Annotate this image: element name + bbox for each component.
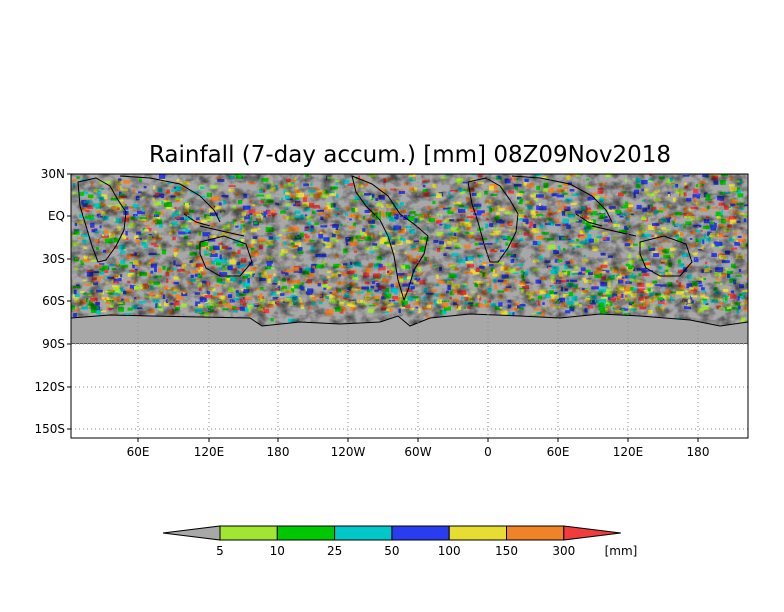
- antarctica: [71, 313, 748, 344]
- x-tick-label: 60W: [404, 445, 431, 459]
- coastline-0: [77, 177, 127, 263]
- rain-cell: [462, 171, 465, 174]
- colorbar-segment: [391, 525, 450, 541]
- colorbar-segment: [506, 525, 565, 541]
- chart-title: Rainfall (7-day accum.) [mm] 08Z09Nov201…: [149, 142, 671, 168]
- coastline-3: [351, 175, 429, 302]
- coastline-1: [119, 175, 245, 237]
- coastline-2: [199, 235, 253, 277]
- colorbar-unit: [mm]: [605, 544, 638, 558]
- colorbar-segment: [276, 525, 336, 541]
- x-axis-ticks: 60E 120E 180 120W 60W 0 60E 120E 180: [127, 438, 710, 459]
- x-tick-label: 120E: [194, 445, 225, 459]
- colorbar-level-label: 25: [327, 544, 342, 558]
- y-tick-label: 120S: [34, 380, 65, 394]
- coastlines: [77, 175, 693, 302]
- x-tick-label: 120W: [331, 445, 366, 459]
- y-tick-label: 30N: [41, 167, 65, 181]
- plot-frame: [70, 173, 749, 439]
- x-tick-label: 60E: [127, 445, 150, 459]
- y-tick-label: 30S: [42, 252, 65, 266]
- x-tick-label: 120E: [613, 445, 644, 459]
- y-tick-label: 60S: [42, 294, 65, 308]
- colorbar-low-arrow: [162, 525, 221, 541]
- rain-cell: [581, 170, 588, 172]
- colorbar-segment: [219, 525, 278, 541]
- colorbar-level-label: 50: [384, 544, 399, 558]
- x-tick-label: 0: [484, 445, 492, 459]
- x-tick-label: 180: [267, 445, 290, 459]
- precip-map: [71, 166, 748, 344]
- rain-cell: [140, 166, 147, 169]
- y-axis-ticks: 30N EQ 30S 60S 90S 120S 150S: [34, 167, 71, 436]
- y-tick-label: EQ: [48, 209, 65, 223]
- colorbar: 5 10 25 50 100 150 300 [mm]: [162, 525, 638, 558]
- colorbar-high-arrow: [563, 525, 621, 541]
- rain-cell: [194, 172, 200, 174]
- colorbar-level-label: 5: [216, 544, 224, 558]
- rain-cell: [361, 169, 365, 171]
- coastline-6: [639, 235, 693, 277]
- rain-cell: [175, 170, 182, 174]
- colorbar-level-label: 300: [552, 544, 575, 558]
- y-tick-label: 90S: [42, 337, 65, 351]
- coastline-5: [511, 175, 637, 237]
- coastline-4: [467, 177, 519, 263]
- rain-cell: [601, 168, 608, 172]
- colorbar-level-label: 150: [495, 544, 518, 558]
- x-tick-label: 180: [687, 445, 710, 459]
- x-tick-label: 60E: [547, 445, 570, 459]
- y-tick-label: 150S: [34, 422, 65, 436]
- colorbar-segment: [334, 525, 393, 541]
- colorbar-segment: [448, 525, 508, 541]
- colorbar-level-label: 100: [438, 544, 461, 558]
- rain-cell: [691, 167, 693, 171]
- grid-lines: [71, 174, 748, 438]
- rain-cell: [747, 275, 748, 281]
- colorbar-level-label: 10: [270, 544, 285, 558]
